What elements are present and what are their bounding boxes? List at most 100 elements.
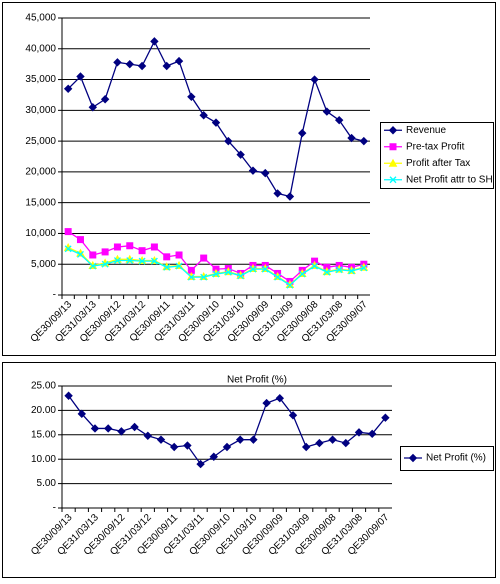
marker (187, 92, 196, 101)
y-tick-label: 5.00 (37, 478, 57, 489)
y-tick-label: 5,000 (31, 259, 56, 270)
marker (126, 242, 134, 250)
marker (130, 422, 139, 432)
marker (360, 264, 368, 272)
marker (163, 253, 171, 261)
marker (150, 37, 159, 46)
marker (341, 438, 351, 448)
y-tick-label: 35,000 (25, 74, 56, 85)
marker (89, 251, 97, 259)
marker (77, 409, 87, 419)
y-tick-label: 30,000 (25, 105, 56, 116)
marker (322, 107, 332, 116)
marker (117, 427, 126, 436)
legend-label: Pre-tax Profit (406, 141, 465, 152)
marker (137, 61, 147, 71)
chart-title: Net Profit (%) (227, 375, 287, 386)
marker (174, 56, 184, 66)
marker (348, 267, 355, 275)
y-tick-label: - (53, 503, 56, 514)
marker (100, 95, 110, 104)
marker (196, 459, 205, 469)
marker (310, 75, 319, 84)
marker (199, 111, 208, 120)
marker (77, 250, 84, 258)
y-tick-label: - (53, 290, 56, 301)
legend-label: Profit after Tax (406, 158, 470, 169)
legend-marker (389, 176, 397, 184)
marker (143, 431, 153, 440)
marker (235, 435, 245, 444)
marker (347, 133, 356, 143)
marker (222, 442, 232, 452)
marker (113, 243, 121, 251)
marker (156, 435, 166, 444)
marker (162, 61, 171, 71)
legend-label: Net Profit attr to SH (406, 174, 493, 185)
legend-marker (408, 453, 418, 463)
marker (273, 189, 282, 198)
marker (125, 59, 134, 69)
marker (187, 273, 195, 281)
y-tick-label: 40,000 (25, 43, 56, 54)
y-tick-label: 25.00 (31, 381, 56, 392)
marker (261, 168, 270, 178)
marker (288, 411, 298, 420)
marker (138, 257, 146, 265)
marker (261, 265, 269, 273)
marker (328, 435, 337, 444)
marker (126, 257, 134, 264)
marker (248, 166, 258, 175)
marker (88, 103, 98, 112)
marker (163, 263, 171, 271)
legend-marker (388, 158, 398, 167)
marker (298, 270, 306, 278)
marker (209, 452, 219, 461)
marker (335, 266, 343, 274)
marker (138, 247, 146, 255)
legend-marker (388, 126, 398, 135)
marker (311, 262, 319, 270)
marker (200, 273, 208, 281)
y-tick-label: 45,000 (25, 13, 56, 24)
marker (354, 428, 364, 437)
marker (262, 398, 271, 408)
marker (76, 236, 84, 244)
marker (224, 136, 233, 146)
marker (285, 192, 295, 201)
marker (103, 424, 113, 433)
marker (359, 136, 369, 146)
legend-label: Net Profit (%) (426, 453, 486, 464)
y-tick-label: 10,000 (25, 228, 56, 239)
marker (236, 150, 245, 159)
marker (249, 435, 258, 444)
marker (113, 257, 121, 264)
marker (381, 413, 390, 422)
marker (150, 243, 158, 251)
marker (237, 272, 245, 280)
marker (301, 442, 311, 452)
marker (275, 393, 285, 403)
marker (249, 265, 257, 273)
marker (64, 245, 72, 253)
marker (64, 391, 73, 400)
legend-label: Revenue (406, 125, 446, 136)
marker (334, 115, 344, 125)
marker (175, 262, 183, 270)
marker (169, 442, 179, 452)
marker (63, 84, 73, 93)
marker (150, 257, 158, 265)
y-tick-label: 15.00 (31, 429, 56, 440)
marker (212, 270, 220, 278)
marker (200, 254, 208, 262)
marker (286, 281, 294, 289)
marker (323, 268, 331, 276)
y-tick-label: 20.00 (31, 405, 56, 416)
marker (274, 273, 282, 281)
marker (183, 441, 192, 450)
legend-box (380, 122, 494, 189)
marker (224, 268, 232, 276)
y-tick-label: 25,000 (25, 136, 56, 147)
marker (90, 424, 100, 433)
